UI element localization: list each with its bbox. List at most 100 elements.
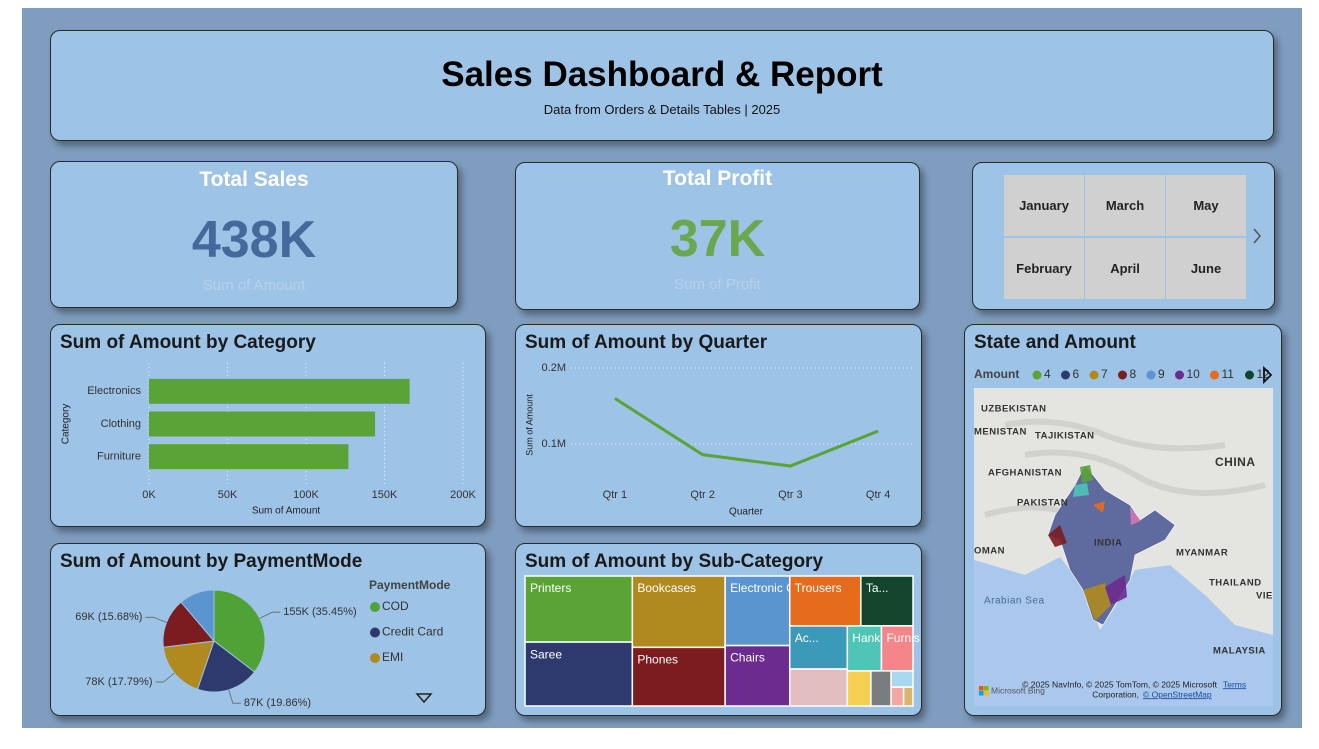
treemap-tile: [524, 641, 634, 707]
bing-logo: [984, 686, 989, 691]
legend-label: 9: [1158, 367, 1165, 381]
legend-marker: [370, 653, 380, 663]
attribution: © 2025 NavInfo, © 2025 TomTom, © 2025 Mi…: [1022, 679, 1218, 689]
kpi-label: Sum of Profit: [674, 276, 761, 293]
treemap-tile: [846, 670, 872, 707]
place-label: Arabian Sea: [984, 596, 1045, 607]
legend-title: PaymentMode: [369, 578, 451, 592]
tile-label: Bookcases: [637, 581, 696, 595]
leader-line: [259, 611, 281, 619]
tile-label: Ac...: [795, 631, 819, 645]
slicer-item[interactable]: June: [1166, 238, 1246, 299]
legend-marker: [1089, 370, 1099, 380]
bing-logo: [979, 691, 984, 696]
treemap-tile: [902, 686, 914, 707]
attribution[interactable]: © OpenStreetMap: [1143, 689, 1212, 699]
legend-marker: [1175, 370, 1184, 380]
place-label: MENISTAN: [974, 427, 1027, 438]
kpi-value: 37K: [669, 210, 766, 268]
legend-scroll[interactable]: [1263, 365, 1273, 385]
tile-label: Trousers: [795, 581, 842, 595]
x-tick-label: 150K: [372, 489, 398, 501]
treemap-tile: [846, 625, 883, 672]
place-label: VIE: [1256, 591, 1273, 602]
x-axis-title: Quarter: [729, 507, 764, 518]
legend-label: 6: [1073, 367, 1080, 381]
dashboard-subtitle: Data from Orders & Details Tables | 2025: [543, 102, 781, 117]
state-region: [1083, 583, 1111, 621]
y-axis-title: Sum of Amount: [524, 394, 534, 456]
slicer-item[interactable]: March: [1085, 175, 1165, 236]
map-card: State and Amount Amount 4 6 7 8 9 10 11 12 UZBEKIS…: [964, 324, 1282, 716]
chart: Sum of Amount by Quarter 0.1M 0.2M Qtr 1 Qtr…: [524, 332, 913, 518]
legend-label: 10: [1187, 367, 1201, 381]
state-region: [1105, 575, 1127, 605]
line: [614, 397, 879, 468]
pie-slice: [196, 640, 256, 693]
tile-label: Furnis...: [886, 631, 921, 645]
chart-title: Sum of Amount by Quarter: [525, 332, 768, 353]
legend-marker: [370, 602, 380, 612]
x-tick-label: 200K: [450, 489, 476, 501]
legend-scroll[interactable]: [415, 693, 433, 704]
legend-label: 8: [1130, 367, 1137, 381]
data-label: 69K (15.68%): [75, 611, 142, 623]
y-tick-label: Electronics: [87, 385, 141, 397]
kpi-title: Total Profit: [662, 167, 773, 190]
place-label: MYANMAR: [1176, 548, 1228, 559]
chart-title: Sum of Amount by Sub-Category: [525, 551, 823, 572]
attribution[interactable]: Terms: [1223, 679, 1246, 689]
slicer-arrow[interactable]: [973, 163, 1274, 309]
y-tick-label: 0.2M: [542, 362, 566, 374]
treemap-tile: [724, 575, 791, 647]
slicer-item[interactable]: February: [1004, 238, 1084, 299]
legend-marker: [1032, 370, 1042, 380]
x-tick-label: Qtr 2: [690, 489, 714, 501]
slicer-item[interactable]: January: [1004, 175, 1084, 236]
chart-card: Sum of Amount by Sub-Category Printers Sar…: [515, 543, 922, 716]
india-states: [1047, 464, 1176, 626]
treemap-tile: [631, 646, 726, 707]
place-label: MALAYSIA: [1213, 646, 1266, 657]
bing-logo: [984, 691, 989, 696]
tile-label: Phones: [637, 653, 678, 667]
tile-label: Saree: [530, 647, 562, 661]
chart: Sum of Amount by Sub-Category Printers Sar…: [524, 551, 921, 707]
map-sea: [974, 557, 1273, 706]
chart-card: Sum of Amount by Category 0K 50K 100K 150K 20…: [50, 324, 486, 527]
bing-label: Microsoft Bing: [991, 685, 1045, 695]
y-tick-label: 0.1M: [542, 438, 566, 450]
legend-label: 11: [1222, 367, 1235, 381]
kpi-card: Total Profit 37K Sum of Profit: [515, 162, 920, 310]
legend-marker: [1210, 370, 1219, 380]
place-label: CHINA: [1215, 455, 1256, 469]
treemap-tile: [788, 668, 849, 707]
y-axis-title: Category: [61, 404, 72, 445]
treemap-tile: [890, 686, 905, 707]
state-region: [1080, 465, 1093, 483]
header-card: Sales Dashboard & Report Data from Order…: [50, 30, 1274, 141]
place-label: PAKISTAN: [1017, 498, 1068, 509]
y-tick-label: Furniture: [97, 451, 141, 463]
state-region: [1073, 483, 1089, 497]
bar: [149, 378, 410, 404]
legend-label: Credit Card: [382, 625, 443, 639]
chart-title: Sum of Amount by PaymentMode: [60, 551, 362, 572]
leader-line: [228, 689, 241, 704]
state-region: [1093, 501, 1105, 513]
slicer-item[interactable]: May: [1166, 175, 1246, 236]
pie-slice: [180, 589, 215, 643]
month-slicer: January March May February April June: [972, 162, 1275, 310]
legend-marker: [1146, 370, 1156, 380]
kpi-title: Total Sales: [199, 168, 309, 191]
tile-label: Electronic G...: [730, 581, 805, 595]
slicer-item[interactable]: April: [1085, 238, 1165, 299]
tile-label: Printers: [530, 581, 571, 595]
place-label: INDIA: [1094, 538, 1122, 549]
tile-label: Ta...: [866, 581, 889, 595]
chart: Sum of Amount by PaymentMode 155K (35.45%…: [60, 551, 451, 709]
x-tick-label: Qtr 1: [603, 489, 627, 501]
data-label: 78K (17.79%): [85, 676, 152, 688]
map-title: State and Amount: [974, 332, 1137, 353]
